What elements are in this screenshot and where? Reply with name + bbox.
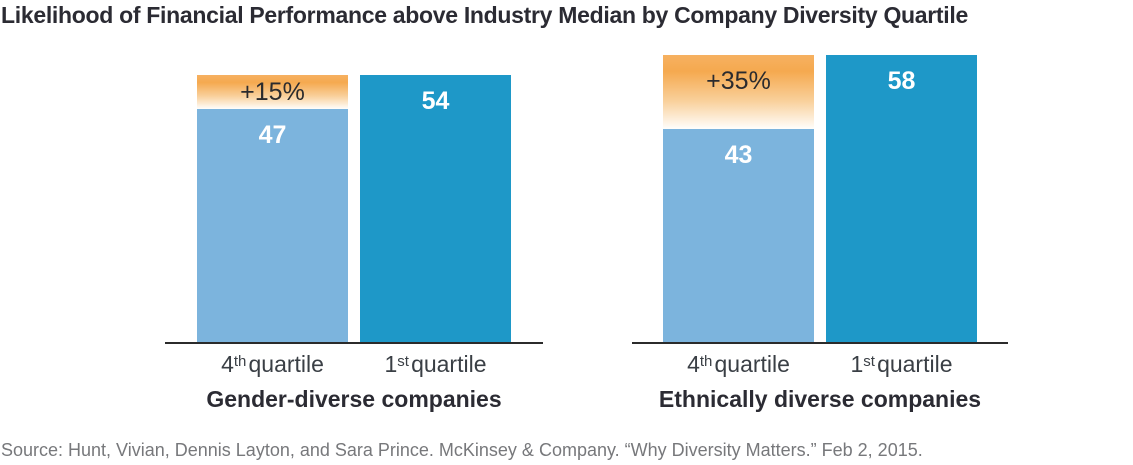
- delta-cap-ethnic: +35%: [663, 55, 814, 130]
- group-title-ethnic: Ethnically diverse companies: [658, 386, 982, 412]
- bar-ethnic-1st-quartile: 58: [826, 55, 977, 342]
- x-axis-label-1st-quartile: 1stquartile: [850, 351, 953, 377]
- bar-gender-4th-quartile: +15% 47: [197, 74, 348, 342]
- delta-label-box: +15%: [197, 75, 348, 110]
- delta-label-box: +35%: [663, 55, 814, 107]
- chart-title: Likelihood of Financial Performance abov…: [1, 2, 968, 28]
- bar-fill-gender-4th: 47: [197, 109, 348, 342]
- plot-area-ethnic: +35% 43 58: [632, 55, 1008, 342]
- bar-ethnic-4th-quartile: +35% 43: [663, 55, 814, 342]
- x-axis-line-gender: [165, 342, 543, 344]
- x-axis-label-1st-quartile: 1stquartile: [384, 351, 487, 377]
- x-axis-line-ethnic: [632, 342, 1008, 344]
- plot-area-gender: +15% 47 54: [165, 55, 543, 342]
- x-axis-labels-ethnic: 4thquartile 1stquartile: [632, 351, 1008, 378]
- bar-gender-1st-quartile: 54: [360, 74, 511, 342]
- chart-group-gender: +15% 47 54 4thquartile 1stquartile Gende…: [165, 55, 543, 413]
- delta-label-gender: +15%: [240, 77, 305, 106]
- bar-value-label: 43: [724, 141, 753, 170]
- delta-cap-gender: +15%: [197, 74, 348, 110]
- bar-fill-ethnic-1st: 58: [826, 55, 977, 342]
- x-axis-labels-gender: 4thquartile 1stquartile: [165, 351, 543, 378]
- x-axis-label-4th-quartile: 4thquartile: [221, 351, 324, 377]
- source-citation: Source: Hunt, Vivian, Dennis Layton, and…: [1, 440, 923, 460]
- bar-fill-gender-1st: 54: [360, 74, 511, 342]
- x-axis-label-4th-quartile: 4thquartile: [687, 351, 790, 377]
- group-title-gender: Gender-diverse companies: [206, 386, 502, 412]
- delta-label-ethnic: +35%: [706, 66, 771, 95]
- bar-value-label: 47: [258, 121, 287, 150]
- bar-value-label: 58: [887, 67, 916, 95]
- bar-fill-ethnic-4th: 43: [663, 129, 814, 342]
- bar-value-label: 54: [421, 86, 450, 115]
- chart-group-ethnic: +35% 43 58 4thquartile 1stquartile Ethni…: [632, 55, 1008, 413]
